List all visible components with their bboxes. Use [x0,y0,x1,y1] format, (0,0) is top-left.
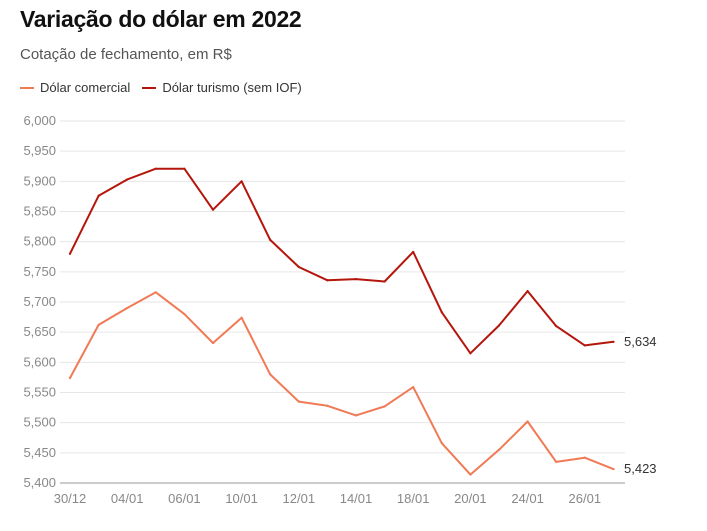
x-tick-label: 12/01 [283,491,316,506]
chart-legend: Dólar comercial Dólar turismo (sem IOF) [20,80,314,95]
data-point [354,277,358,281]
data-point [183,312,186,316]
data-point [612,468,615,471]
y-tick-label: 5,750 [23,264,56,279]
end-label-1: 5,634 [624,334,657,349]
data-point [240,316,243,319]
data-point [154,291,157,294]
data-point [383,280,386,283]
data-point [440,311,443,314]
data-point [154,167,157,170]
data-point [612,340,615,343]
data-point [497,448,501,451]
data-point [126,178,129,181]
y-tick-label: 6,000 [23,113,56,128]
data-point [126,306,129,310]
y-tick-label: 5,950 [23,143,56,158]
series-line-1 [69,167,615,355]
y-tick-label: 5,400 [23,475,56,490]
y-tick-label: 5,500 [23,415,56,430]
data-point [211,341,215,345]
data-point [555,460,558,463]
y-tick-label: 5,850 [23,204,56,219]
data-point [583,344,586,347]
x-tick-label: 14/01 [340,491,373,506]
y-tick-label: 5,900 [23,173,56,188]
data-point [297,265,300,269]
data-point [97,323,100,327]
data-point [68,376,72,380]
series-line-0 [69,291,615,476]
data-point [412,250,415,254]
data-point [183,167,186,170]
data-point [326,404,329,407]
x-tick-label: 06/01 [168,491,201,506]
legend-swatch-turismo [142,86,157,89]
legend-label-comercial: Dólar comercial [40,80,131,95]
data-point [583,456,586,459]
x-tick-label: 10/01 [225,491,258,506]
legend-label-turismo: Dólar turismo (sem IOF) [162,80,302,95]
x-tick-label: 24/01 [511,491,544,506]
data-point [469,352,472,355]
data-point [269,373,272,376]
end-label-0: 5,423 [624,461,657,476]
data-point [440,442,443,445]
legend-item-comercial: Dólar comercial [20,80,130,95]
x-tick-label: 18/01 [397,491,430,506]
data-point [68,252,72,255]
data-point [469,473,472,476]
data-point [269,238,272,241]
x-axis-ticks: 30/12 04/01 06/01 10/01 12/01 14/01 18/01 20/01… [54,491,601,506]
data-point [297,400,300,403]
x-tick-label: 20/01 [454,491,487,506]
data-point [97,194,100,197]
legend-item-turismo: Dólar turismo (sem IOF) [142,80,302,95]
data-point [555,325,558,328]
y-tick-label: 5,650 [23,324,56,339]
x-tick-label: 04/01 [111,491,144,506]
y-tick-label: 5,600 [23,354,56,369]
x-tick-label: 30/12 [54,491,87,506]
y-tick-label: 5,450 [23,445,56,460]
data-point [526,420,529,423]
chart-title: Variação do dólar em 2022 [20,6,302,32]
chart-subtitle: Cotação de fechamento, em R$ [20,46,232,63]
y-tick-label: 5,800 [23,234,56,249]
series-layer [68,167,615,476]
end-labels: 5,423 5,634 [624,334,657,476]
y-tick-label: 5,700 [23,294,56,309]
data-point [240,180,243,183]
legend-swatch-comercial [20,86,34,89]
y-axis-ticks: 6,000 5,950 5,900 5,850 5,800 5,750 5,700 5,650… [23,113,56,490]
data-point [383,405,386,408]
data-point [526,290,529,293]
grid-lines [60,120,625,484]
y-tick-label: 5,550 [23,385,56,400]
x-tick-label: 26/01 [569,491,602,506]
data-point [326,279,329,282]
data-point [497,324,501,327]
data-point [211,208,215,211]
data-point [412,385,415,389]
data-point [354,414,358,417]
